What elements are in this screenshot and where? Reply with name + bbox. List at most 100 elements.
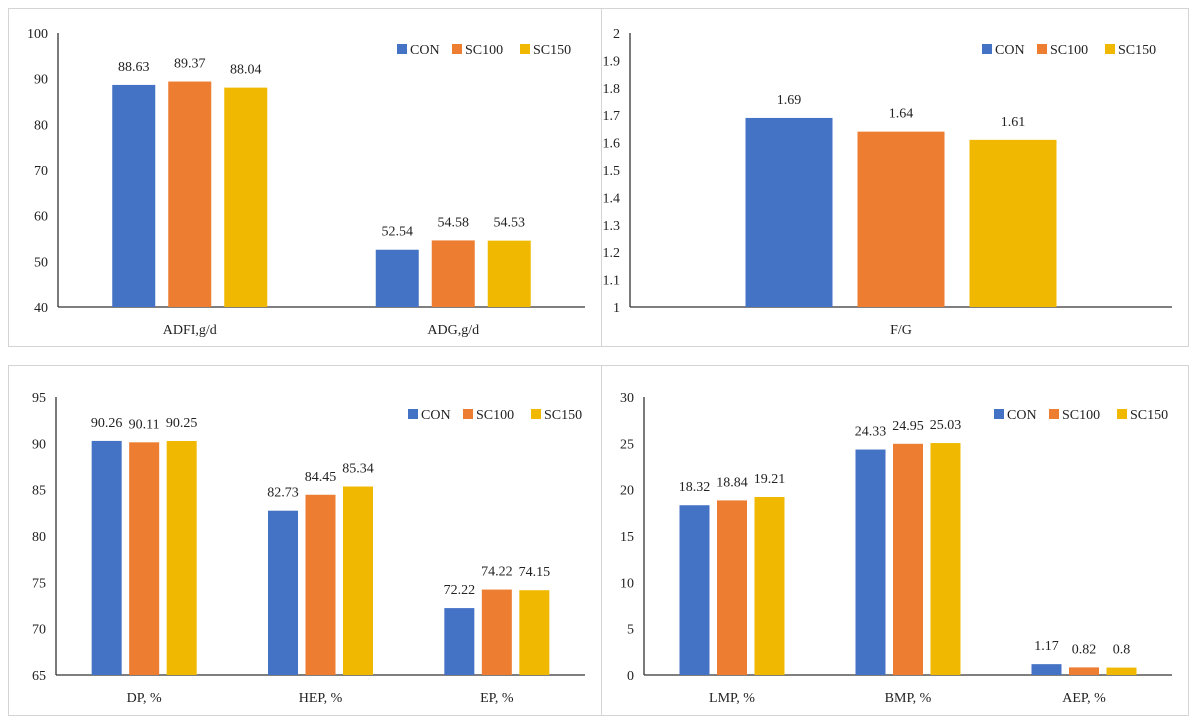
chart-panel-3 <box>601 365 1189 716</box>
bar-sc150 <box>343 486 373 675</box>
x-tick-label: AEP, % <box>1062 691 1106 706</box>
data-label: 74.15 <box>519 565 551 580</box>
y-tick-label: 85 <box>32 484 46 499</box>
y-tick-label: 10 <box>620 576 634 591</box>
y-tick-label: 1 <box>613 301 620 316</box>
legend-label: SC100 <box>1062 408 1100 423</box>
y-tick-label: 100 <box>27 27 48 42</box>
bar-sc100 <box>893 443 923 675</box>
legend-label: SC150 <box>1130 408 1168 423</box>
legend-label: SC100 <box>476 408 514 423</box>
bar-con <box>268 510 298 675</box>
data-label: 1.17 <box>1034 639 1059 654</box>
legend-label: SC100 <box>1050 43 1088 58</box>
legend-label: CON <box>1007 408 1037 423</box>
x-tick-label: BMP, % <box>885 691 932 706</box>
data-label: 0.82 <box>1072 642 1097 657</box>
x-tick-label: LMP, % <box>709 691 755 706</box>
bar-con <box>1031 664 1062 675</box>
data-label: 54.58 <box>438 215 470 230</box>
y-tick-label: 15 <box>620 530 634 545</box>
data-label: 88.63 <box>118 60 150 75</box>
data-label: 25.03 <box>930 418 962 433</box>
y-tick-label: 20 <box>620 484 634 499</box>
bar-sc150 <box>487 240 531 307</box>
x-tick-label: ADFI,g/d <box>163 323 217 338</box>
y-tick-label: 80 <box>34 118 48 133</box>
y-tick-label: 25 <box>620 437 634 452</box>
data-label: 18.32 <box>679 480 711 495</box>
legend-swatch-sc100 <box>1037 44 1047 54</box>
y-tick-label: 1.9 <box>603 54 621 69</box>
y-tick-label: 1.2 <box>603 246 621 261</box>
data-label: 19.21 <box>754 472 786 487</box>
y-tick-label: 1.1 <box>603 274 621 289</box>
bar-con <box>855 449 886 675</box>
legend-label: CON <box>410 43 440 58</box>
y-tick-label: 1.3 <box>603 219 621 234</box>
data-label: 24.33 <box>855 425 887 440</box>
bar-con <box>444 608 475 675</box>
legend-swatch-sc100 <box>452 44 462 54</box>
bar-sc100 <box>431 240 475 307</box>
bar-sc100 <box>305 494 336 675</box>
y-tick-label: 60 <box>34 210 48 225</box>
data-label: 1.69 <box>777 93 802 108</box>
y-tick-label: 80 <box>32 530 46 545</box>
legend-label: SC150 <box>533 43 571 58</box>
y-tick-label: 0 <box>627 669 634 684</box>
legend-swatch-con <box>982 44 992 54</box>
bar-sc100 <box>129 442 160 675</box>
legend-label: SC150 <box>1118 43 1156 58</box>
bar-sc100 <box>481 589 512 675</box>
legend-swatch-con <box>408 409 418 419</box>
legend-swatch-sc100 <box>1049 409 1059 419</box>
y-tick-label: 5 <box>627 623 634 638</box>
data-label: 88.04 <box>230 63 262 78</box>
bar-sc100 <box>857 131 945 307</box>
bar-con <box>745 117 833 307</box>
data-label: 84.45 <box>305 470 337 485</box>
bar-sc100 <box>1069 667 1099 675</box>
bar-sc150 <box>166 441 197 675</box>
bar-con <box>91 440 122 675</box>
y-tick-label: 1.6 <box>603 137 621 152</box>
data-label: 82.73 <box>267 486 299 501</box>
bar-sc150 <box>969 139 1057 307</box>
x-tick-label: ADG,g/d <box>427 323 479 338</box>
x-tick-label: HEP, % <box>299 691 343 706</box>
data-label: 90.25 <box>166 416 198 431</box>
chart-panel-1 <box>601 8 1189 347</box>
y-tick-label: 90 <box>32 437 46 452</box>
y-tick-label: 1.5 <box>603 164 621 179</box>
y-tick-label: 70 <box>32 623 46 638</box>
data-label: 1.64 <box>889 107 914 122</box>
legend-swatch-con <box>397 44 407 54</box>
data-label: 0.8 <box>1113 643 1131 658</box>
bar-sc150 <box>224 87 268 307</box>
legend-label: SC100 <box>465 43 503 58</box>
y-tick-label: 65 <box>32 669 46 684</box>
y-tick-label: 1.4 <box>603 191 621 206</box>
data-label: 24.95 <box>892 419 924 434</box>
data-label: 18.84 <box>716 475 748 490</box>
bar-sc100 <box>168 81 212 307</box>
bar-con <box>112 84 156 307</box>
data-label: 54.53 <box>494 216 526 231</box>
y-tick-label: 90 <box>34 73 48 88</box>
y-tick-label: 95 <box>32 391 46 406</box>
data-label: 74.22 <box>481 565 513 580</box>
y-tick-label: 1.8 <box>603 82 621 97</box>
bar-sc150 <box>754 496 785 675</box>
bar-con <box>679 505 710 675</box>
legend-swatch-sc100 <box>463 409 473 419</box>
x-tick-label: F/G <box>890 323 912 338</box>
legend-swatch-con <box>994 409 1004 419</box>
data-label: 1.61 <box>1001 115 1026 130</box>
x-tick-label: EP, % <box>480 691 514 706</box>
data-label: 52.54 <box>382 225 414 240</box>
legend-swatch-sc150 <box>1117 409 1127 419</box>
y-tick-label: 1.7 <box>603 109 621 124</box>
legend-label: CON <box>421 408 451 423</box>
